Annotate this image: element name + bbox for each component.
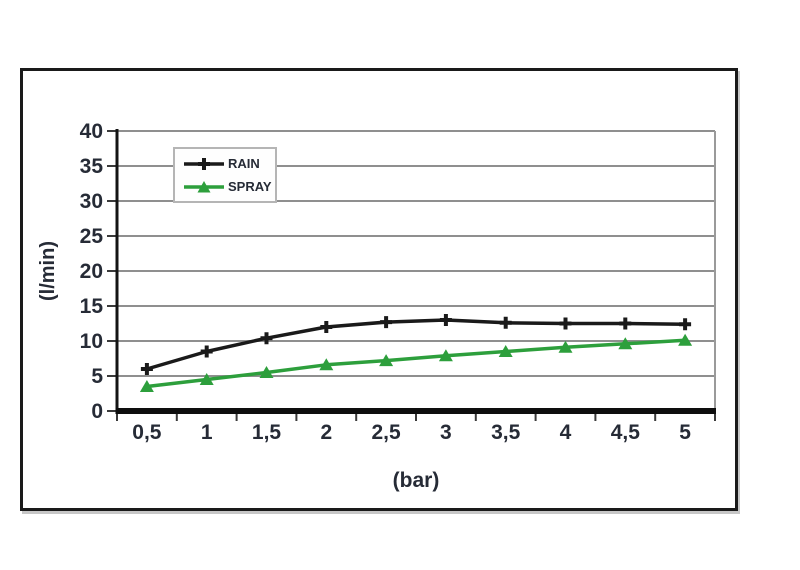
y-tick-label: 20 (80, 260, 103, 283)
y-tick-label: 5 (91, 365, 103, 388)
x-tick-label: 4,5 (611, 421, 641, 444)
y-tick-label: 40 (80, 120, 103, 143)
marker-spray (319, 358, 334, 371)
x-axis-title: (bar) (393, 469, 440, 492)
y-tick-label: 35 (80, 155, 104, 178)
legend-row-spray: SPRAY (182, 176, 273, 197)
legend-row-rain: RAIN (182, 153, 273, 174)
marker-rain (200, 345, 213, 358)
legend-label-spray: SPRAY (228, 179, 272, 194)
marker-spray (438, 349, 453, 362)
plus-marker-icon (198, 157, 210, 170)
y-axis-title: (l/min) (37, 241, 59, 301)
marker-rain (320, 321, 333, 333)
marker-rain (619, 317, 632, 330)
y-tick-label: 25 (80, 225, 104, 248)
marker-spray (199, 373, 214, 385)
series-line-spray (145, 338, 687, 389)
marker-rain (140, 363, 153, 375)
legend-label-rain: RAIN (228, 156, 260, 171)
marker-spray (678, 333, 693, 346)
marker-rain (679, 318, 692, 331)
marker-spray (618, 337, 633, 350)
legend-sample-spray-icon (184, 180, 224, 192)
marker-spray (498, 345, 513, 357)
x-tick-label: 2,5 (371, 421, 401, 444)
x-axis-line (115, 408, 716, 414)
marker-spray (379, 354, 394, 367)
marker-rain (260, 332, 273, 345)
x-tick-label: 5 (679, 421, 691, 444)
y-tick-label: 0 (91, 400, 103, 423)
y-tick-label: 15 (80, 295, 104, 318)
x-tick-label: 4 (560, 421, 572, 444)
marker-spray (259, 366, 274, 378)
x-tick-label: 3 (440, 421, 452, 444)
marker-spray (139, 380, 154, 392)
marker-spray (558, 340, 573, 353)
chart-legend: RAIN SPRAY (173, 147, 277, 203)
series-line-rain (145, 318, 687, 371)
x-tick-label: 3,5 (491, 421, 521, 444)
x-tick-label: 2 (320, 421, 332, 444)
triangle-marker-icon (197, 180, 211, 192)
y-tick-label: 10 (80, 330, 103, 353)
x-tick-label: 0,5 (132, 421, 162, 444)
x-tick-label: 1,5 (252, 421, 282, 444)
marker-rain (380, 316, 393, 329)
marker-rain (439, 314, 452, 326)
x-tick-label: 1 (201, 421, 213, 444)
chart-frame: 0 5 10 15 20 25 30 35 40 0,5 1 1,5 2 2,5 3 3,5 4 4,5 5 (bar… (20, 68, 738, 511)
y-tick-label: 30 (80, 190, 103, 213)
legend-sample-rain-icon (184, 157, 224, 170)
flow-rate-chart: 0 5 10 15 20 25 30 35 40 0,5 1 1,5 2 2,5 3 3,5 4 4,5 5 (bar… (37, 120, 716, 492)
marker-rain (499, 316, 512, 329)
marker-rain (559, 317, 572, 330)
